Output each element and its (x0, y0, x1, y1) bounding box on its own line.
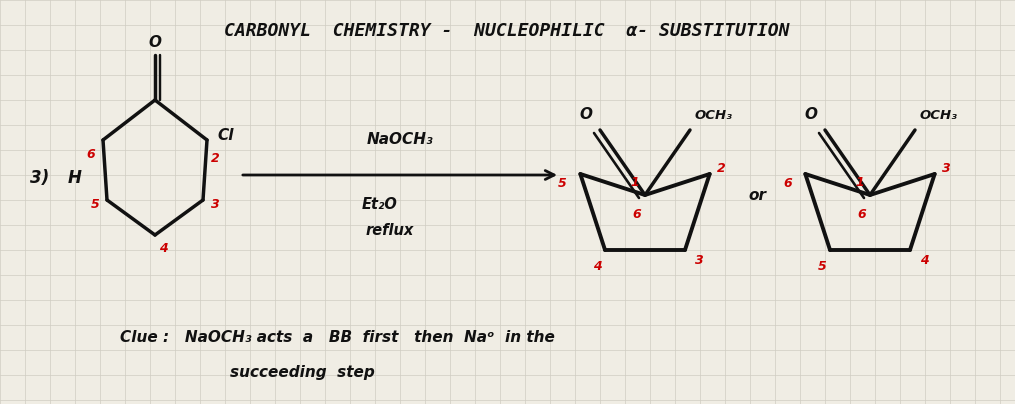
Text: 5: 5 (90, 198, 99, 212)
Text: Clue :   NaOCH₃ acts  a   BB  first   then  Naᵒ  in the: Clue : NaOCH₃ acts a BB first then Naᵒ i… (120, 330, 555, 345)
Text: O: O (804, 107, 817, 122)
Text: Cl: Cl (217, 128, 233, 143)
Text: O: O (148, 35, 161, 50)
Text: 4: 4 (920, 254, 929, 267)
Text: 4: 4 (158, 242, 167, 255)
Text: 6: 6 (783, 177, 792, 191)
Text: 2: 2 (211, 152, 219, 164)
Text: 5: 5 (818, 259, 826, 273)
Text: 3): 3) (30, 169, 50, 187)
Text: 3: 3 (211, 198, 219, 212)
Text: 5: 5 (558, 177, 566, 191)
Text: Et₂O: Et₂O (362, 197, 398, 212)
Text: 6: 6 (632, 208, 641, 221)
Text: or: or (748, 187, 766, 202)
Text: 4: 4 (593, 259, 602, 273)
Text: succeeding  step: succeeding step (230, 365, 375, 380)
Text: 3: 3 (942, 162, 951, 175)
Text: CARBONYL  CHEMISTRY -  NUCLEOPHILIC  α- SUBSTITUTION: CARBONYL CHEMISTRY - NUCLEOPHILIC α- SUB… (224, 22, 790, 40)
Text: 1: 1 (856, 177, 865, 189)
Text: NaOCH₃: NaOCH₃ (366, 132, 433, 147)
Text: OCH₃: OCH₃ (920, 109, 958, 122)
Text: 2: 2 (718, 162, 726, 175)
Text: 6: 6 (858, 208, 867, 221)
Text: 1: 1 (630, 177, 639, 189)
Text: OCH₃: OCH₃ (695, 109, 733, 122)
Text: 3: 3 (694, 254, 703, 267)
Text: 6: 6 (86, 147, 95, 160)
Text: reflux: reflux (365, 223, 414, 238)
Text: O: O (579, 107, 592, 122)
Text: H: H (68, 169, 82, 187)
